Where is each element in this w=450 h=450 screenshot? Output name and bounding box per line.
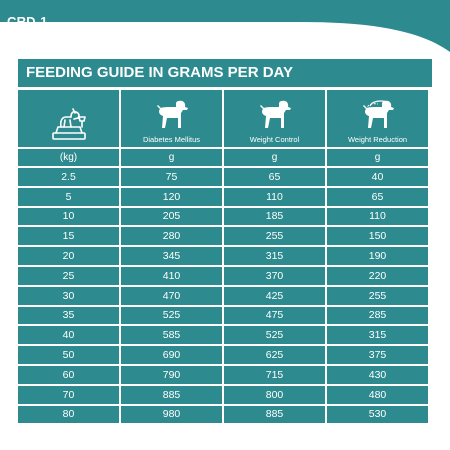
body-weight-cell: 50 <box>18 346 119 364</box>
column-label-weight-control: Weight Control <box>249 135 300 144</box>
table-header-row: Diabetes Mellitus Weight Control Weight … <box>18 90 428 147</box>
table-row: 2.5 75 65 40 <box>18 168 428 186</box>
table-row: 20 345 315 190 <box>18 247 428 265</box>
grams-cell: 375 <box>327 346 428 364</box>
grams-cell: 315 <box>224 247 325 265</box>
feeding-guide-table: Diabetes Mellitus Weight Control Weight … <box>16 88 430 425</box>
grams-cell: 885 <box>224 405 325 424</box>
table-row: 15 280 255 150 <box>18 227 428 246</box>
grams-cell: 980 <box>121 405 222 424</box>
grams-cell: 75 <box>121 168 222 186</box>
grams-cell: 525 <box>121 306 222 325</box>
grams-cell: 475 <box>224 306 325 325</box>
table-row: 40 585 525 315 <box>18 326 428 345</box>
dog-on-scale-icon <box>51 108 86 140</box>
units-row: (kg) g g g <box>18 149 428 166</box>
grams-cell: 885 <box>121 385 222 404</box>
grams-cell: 280 <box>121 227 222 246</box>
column-header-weight <box>18 90 119 147</box>
unit-cell: g <box>121 149 222 166</box>
dog-icon <box>259 100 291 128</box>
grams-cell: 110 <box>327 207 428 226</box>
grams-cell: 65 <box>327 187 428 206</box>
grams-cell: 525 <box>224 326 325 345</box>
table-row: 70 885 800 480 <box>18 385 428 404</box>
body-weight-cell: 60 <box>18 365 119 384</box>
column-header-diabetes: Diabetes Mellitus <box>121 90 222 147</box>
header-wave-shape <box>0 0 450 52</box>
grams-cell: 530 <box>327 405 428 424</box>
body-weight-cell: 2.5 <box>18 168 119 186</box>
grams-cell: 800 <box>224 385 325 404</box>
column-label-weight-reduction: Weight Reduction <box>347 135 408 144</box>
grams-cell: 370 <box>224 266 325 285</box>
body-weight-cell: 80 <box>18 405 119 424</box>
grams-cell: 185 <box>224 207 325 226</box>
grams-cell: 625 <box>224 346 325 364</box>
grams-cell: 190 <box>327 247 428 265</box>
column-header-weight-reduction: Weight Reduction <box>327 90 428 147</box>
unit-cell: (kg) <box>18 149 119 166</box>
grams-cell: 110 <box>224 187 325 206</box>
table-row: 80 980 885 530 <box>18 405 428 424</box>
grams-cell: 220 <box>327 266 428 285</box>
body-weight-cell: 35 <box>18 306 119 325</box>
grams-cell: 470 <box>121 286 222 305</box>
unit-cell: g <box>327 149 428 166</box>
grams-cell: 40 <box>327 168 428 186</box>
table-row: 10 205 185 110 <box>18 207 428 226</box>
grams-cell: 480 <box>327 385 428 404</box>
grams-cell: 690 <box>121 346 222 364</box>
grams-cell: 315 <box>327 326 428 345</box>
page-title: FEEDING GUIDE IN GRAMS PER DAY <box>18 59 432 87</box>
dog-outline-icon <box>362 100 394 128</box>
grams-cell: 150 <box>327 227 428 246</box>
product-code: CRD-1 <box>7 14 48 29</box>
grams-cell: 410 <box>121 266 222 285</box>
body-weight-cell: 30 <box>18 286 119 305</box>
grams-cell: 285 <box>327 306 428 325</box>
body-weight-cell: 20 <box>18 247 119 265</box>
grams-cell: 345 <box>121 247 222 265</box>
body-weight-cell: 25 <box>18 266 119 285</box>
unit-cell: g <box>224 149 325 166</box>
dog-icon <box>156 100 188 128</box>
grams-cell: 255 <box>327 286 428 305</box>
grams-cell: 585 <box>121 326 222 345</box>
column-label-diabetes: Diabetes Mellitus <box>142 135 201 144</box>
body-weight-cell: 15 <box>18 227 119 246</box>
grams-cell: 255 <box>224 227 325 246</box>
table-row: 5 120 110 65 <box>18 187 428 206</box>
grams-cell: 790 <box>121 365 222 384</box>
grams-cell: 120 <box>121 187 222 206</box>
column-label-weight <box>18 143 119 147</box>
grams-cell: 715 <box>224 365 325 384</box>
column-header-weight-control: Weight Control <box>224 90 325 147</box>
body-weight-cell: 10 <box>18 207 119 226</box>
table-row: 35 525 475 285 <box>18 306 428 325</box>
body-weight-cell: 40 <box>18 326 119 345</box>
table-row: 30 470 425 255 <box>18 286 428 305</box>
body-weight-cell: 70 <box>18 385 119 404</box>
grams-cell: 425 <box>224 286 325 305</box>
grams-cell: 430 <box>327 365 428 384</box>
grams-cell: 205 <box>121 207 222 226</box>
body-weight-cell: 5 <box>18 187 119 206</box>
table-row: 25 410 370 220 <box>18 266 428 285</box>
header-band <box>0 0 450 60</box>
grams-cell: 65 <box>224 168 325 186</box>
table-row: 50 690 625 375 <box>18 346 428 364</box>
table-row: 60 790 715 430 <box>18 365 428 384</box>
